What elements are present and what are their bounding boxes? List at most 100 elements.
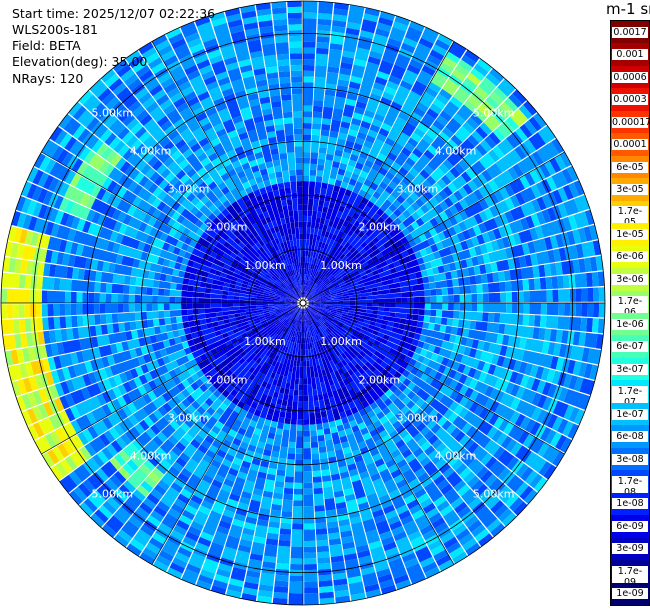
ray-gates xyxy=(478,77,497,96)
ray-gates xyxy=(229,522,256,587)
ray-gates xyxy=(408,163,551,248)
ray-gates xyxy=(379,117,462,212)
colorbar-tick-label: 1.7e-06 xyxy=(612,296,648,319)
ray-gates xyxy=(110,389,222,506)
ray-gates xyxy=(398,104,533,223)
ray-gates xyxy=(304,181,322,286)
ray-gates xyxy=(44,433,57,449)
ray-gates xyxy=(187,303,298,322)
ray-gates xyxy=(453,310,605,334)
ray-gates xyxy=(357,69,419,184)
ray-gates xyxy=(367,410,452,539)
ray-gates xyxy=(112,59,231,209)
ray-gates xyxy=(303,523,315,530)
colorbar-tick-label: 3e-06 xyxy=(612,273,648,285)
ray-gates xyxy=(308,260,401,301)
ray-gates xyxy=(31,186,192,260)
ray-gates xyxy=(312,233,392,297)
ray-gates xyxy=(312,238,396,297)
ray-gates xyxy=(446,260,575,288)
ray-gates xyxy=(303,320,310,420)
ray-gates xyxy=(214,518,245,584)
ray-gates xyxy=(343,226,402,273)
ray-gates xyxy=(70,173,82,187)
colorbar-tick-label: 0.00017 xyxy=(612,116,650,128)
ray-gates xyxy=(187,285,298,303)
ray-gates xyxy=(453,287,594,303)
ray-gates xyxy=(35,290,42,303)
ray-gates xyxy=(236,126,263,184)
ray-gates xyxy=(16,348,25,364)
ray-gates xyxy=(132,379,177,411)
ray-gates xyxy=(510,108,528,127)
ray-gates xyxy=(303,204,308,263)
ray-gates xyxy=(317,327,360,394)
ray-gates xyxy=(27,386,54,408)
ray-gates xyxy=(306,307,375,405)
ray-gates xyxy=(30,359,45,376)
ray-gates xyxy=(48,208,190,266)
ray-gates xyxy=(253,308,301,417)
ray-gates xyxy=(125,50,224,186)
ray-gates xyxy=(340,253,417,289)
ray-gates xyxy=(303,337,309,402)
range-ring-label: 2.00km xyxy=(359,221,401,234)
ray-gates xyxy=(497,120,515,138)
ray-gates xyxy=(279,331,299,418)
ray-gates xyxy=(304,308,333,381)
ray-gates xyxy=(32,422,45,438)
ray-gates xyxy=(212,311,289,360)
ray-gates xyxy=(303,314,316,425)
ray-gates xyxy=(389,159,454,221)
ray-gates xyxy=(328,250,409,292)
ray-gates xyxy=(96,143,118,163)
ray-gates xyxy=(427,344,563,400)
ray-gates xyxy=(318,310,407,361)
ray-gates xyxy=(200,457,243,542)
ray-gates xyxy=(179,54,253,195)
range-ring-label: 2.00km xyxy=(206,221,248,234)
ray-gates xyxy=(97,88,186,180)
ray-gates xyxy=(214,270,298,302)
ray-gates xyxy=(334,16,394,187)
ray-gates xyxy=(15,196,113,241)
ray-gates xyxy=(306,204,380,299)
ray-gates xyxy=(428,323,550,354)
ray-gates xyxy=(202,305,298,354)
ray-gates xyxy=(504,97,518,112)
ray-gates xyxy=(231,201,294,289)
ray-gates xyxy=(449,334,582,376)
ray-gates xyxy=(216,424,270,578)
ray-gates xyxy=(420,229,582,278)
ray-gates xyxy=(142,454,213,560)
ray-gates xyxy=(200,231,299,300)
ray-gates xyxy=(372,453,435,568)
ray-gates xyxy=(307,183,335,281)
ray-gates xyxy=(485,87,508,110)
ray-gates xyxy=(140,433,194,493)
ray-gates xyxy=(305,202,366,299)
ray-gates xyxy=(289,35,303,118)
ray-gates xyxy=(429,257,592,290)
ray-gates xyxy=(435,317,586,347)
ray-gates xyxy=(308,303,414,309)
ray-gates xyxy=(466,72,482,86)
ray-gates xyxy=(189,273,292,301)
ray-gates xyxy=(296,186,303,286)
ray-gates xyxy=(69,398,191,506)
ray-gates xyxy=(110,153,122,167)
ray-gates xyxy=(477,104,492,118)
ray-gates xyxy=(293,482,303,501)
ray-gates xyxy=(304,320,320,407)
ray-gates xyxy=(181,305,269,316)
ray-gates xyxy=(220,217,296,295)
ray-gates xyxy=(101,92,206,201)
ray-gates xyxy=(21,245,36,261)
ray-gates xyxy=(298,210,303,292)
ray-gates xyxy=(24,318,32,333)
ray-gates xyxy=(11,374,44,397)
colorbar: 0.0017 0.001 0.0006 0.0003 0.00017 0.0001 6e-0… xyxy=(610,20,650,606)
ray-gates xyxy=(88,153,106,171)
beta-data-field xyxy=(1,1,605,605)
ray-gates xyxy=(91,358,198,423)
